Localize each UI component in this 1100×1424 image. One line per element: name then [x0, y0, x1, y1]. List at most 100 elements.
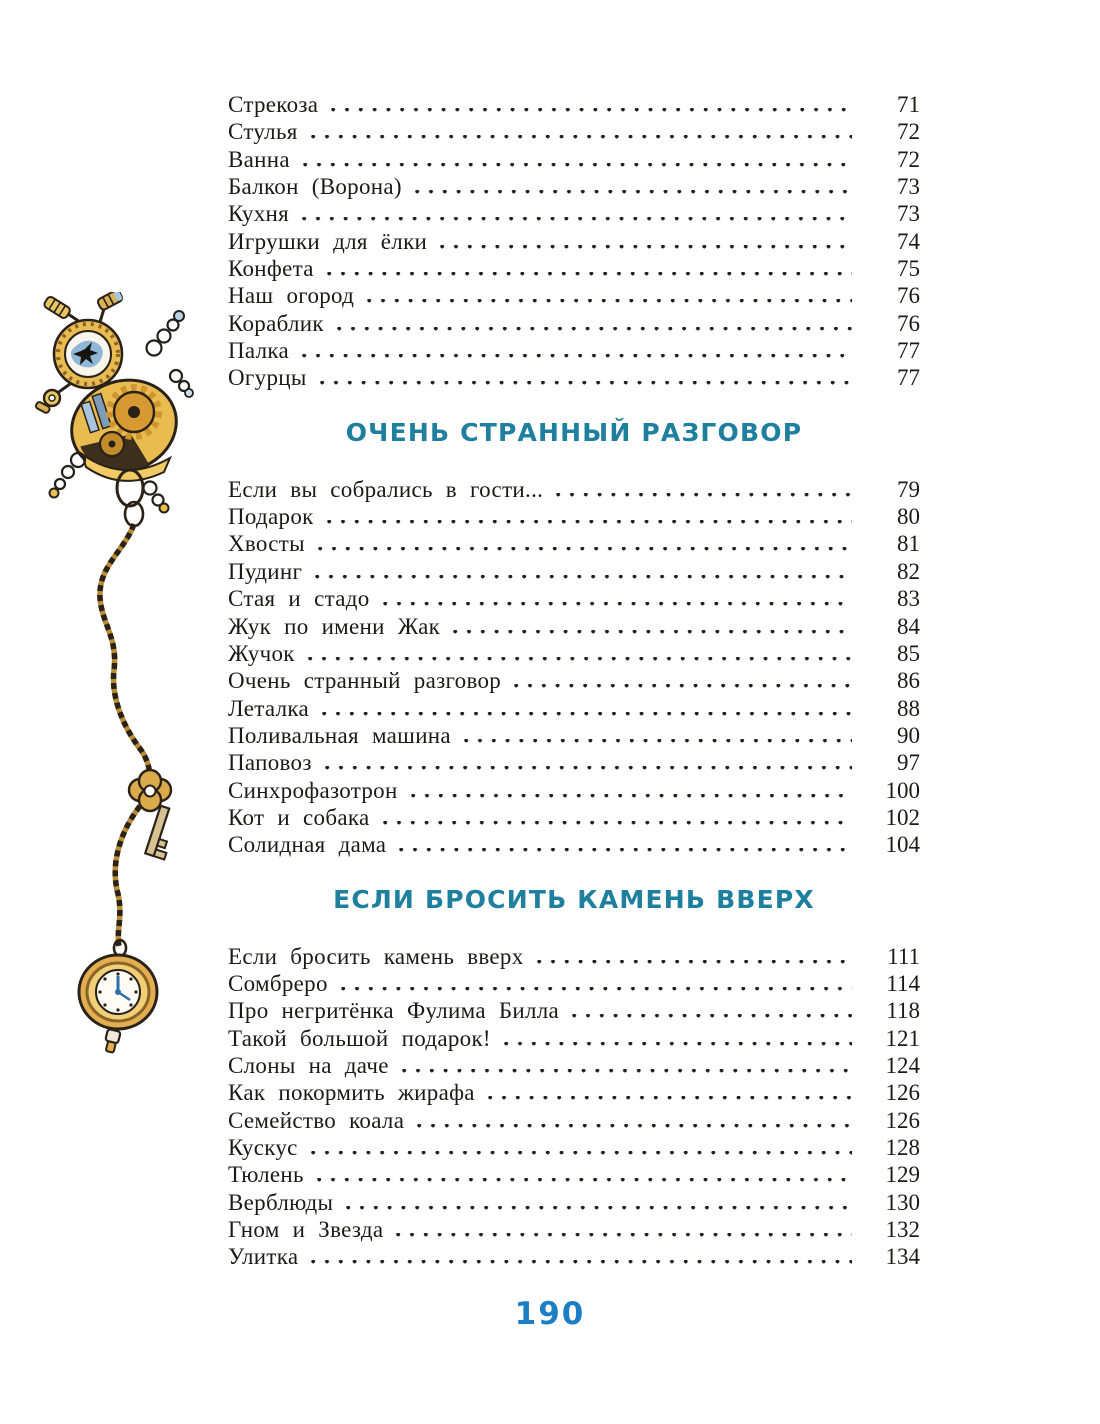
dot-leader — [367, 299, 852, 304]
toc-entry: Ванна 72 — [228, 147, 920, 174]
toc-entry-page: 85 — [897, 640, 920, 666]
toc-entry-title: Улитка — [228, 1244, 299, 1270]
toc-entry-page: 74 — [897, 228, 920, 254]
watch-chain-lower — [112, 804, 143, 947]
toc-entry-title: Такой большой подарок! — [228, 1025, 491, 1051]
toc-entry-title: Стая и стадо — [228, 586, 370, 612]
clockwork-creature — [34, 292, 194, 528]
toc-entry-title: Поливальная машина — [228, 722, 451, 748]
toc-entry-title: Очень странный разговор — [228, 668, 502, 694]
toc-entry-page: 81 — [897, 531, 920, 557]
dot-leader — [324, 766, 852, 771]
toc-entry: Слоны на даче 124 — [228, 1053, 920, 1080]
toc-entry: Если вы собрались в гости... 79 — [228, 477, 920, 504]
dot-leader — [311, 1260, 852, 1265]
page-number: 190 — [514, 1296, 586, 1332]
toc-entry: Очень странный разговор 86 — [228, 668, 920, 695]
toc-entry-page: 102 — [885, 804, 921, 830]
toc-entry: Семейство коала 126 — [228, 1108, 920, 1135]
toc-entry: Паповоз 97 — [228, 750, 920, 777]
dot-leader — [382, 602, 852, 607]
section-heading-text: ЕСЛИ БРОСИТЬ КАМЕНЬ ВВЕРХ — [333, 884, 815, 914]
dot-leader — [302, 162, 852, 167]
pocket-watch — [77, 938, 159, 1054]
toc-entry-page: 75 — [897, 256, 920, 282]
dot-leader — [487, 1096, 852, 1101]
toc-entry: Улитка 134 — [228, 1244, 920, 1271]
toc-entry: Леталка 88 — [228, 696, 920, 723]
toc-entry-page: 84 — [897, 613, 920, 639]
toc-entry-page: 97 — [897, 750, 920, 776]
toc-entry-page: 88 — [897, 695, 920, 721]
toc-entry: Игрушки для ёлки 74 — [228, 229, 920, 256]
dot-leader — [316, 1178, 852, 1183]
toc-entry: Жучок 85 — [228, 641, 920, 668]
toc-entry-title: Гном и Звезда — [228, 1217, 384, 1243]
toc-entry: Стрекоза 71 — [228, 92, 920, 119]
toc-entry-page: 82 — [897, 558, 920, 584]
toc-entry: Пудинг 82 — [228, 559, 920, 586]
toc-entry-page: 83 — [897, 586, 920, 612]
toc-entry: Поливальная машина 90 — [228, 723, 920, 750]
toc-entry: Если бросить камень вверх 111 — [228, 944, 920, 971]
toc-entry: Кухня 73 — [228, 201, 920, 228]
toc-entry-title: Наш огород — [228, 283, 355, 309]
toc-entry-page: 126 — [885, 1080, 921, 1106]
toc-entry-page: 118 — [886, 998, 920, 1024]
toc-entry-title: Кухня — [228, 201, 289, 227]
dot-leader — [382, 820, 852, 825]
toc-entry-page: 129 — [885, 1162, 921, 1188]
toc-entry-title: Ванна — [228, 146, 290, 172]
dot-leader — [417, 1123, 852, 1128]
toc: Стрекоза 71 Стулья 72 Ванна 72 Балкон (В… — [228, 92, 920, 1272]
toc-entry: Такой большой подарок! 121 — [228, 1026, 920, 1053]
toc-entry-title: Жук по имени Жак — [228, 613, 441, 639]
toc-entry-page: 77 — [897, 365, 920, 391]
section-heading: ЕСЛИ БРОСИТЬ КАМЕНЬ ВВЕРХ — [228, 884, 920, 916]
dot-leader — [326, 272, 852, 277]
toc-entry-title: Стулья — [228, 119, 298, 145]
dot-leader — [326, 520, 852, 525]
toc-entry-title: Кот и собака — [228, 804, 370, 830]
toc-entry-page: 86 — [897, 668, 920, 694]
dot-leader — [401, 1068, 852, 1073]
toc-entry-page: 100 — [885, 777, 921, 803]
dot-leader — [340, 986, 852, 991]
toc-entry-title: Как покормить жирафа — [228, 1080, 475, 1106]
toc-entry: Кораблик 76 — [228, 311, 920, 338]
toc-entry-page: 80 — [897, 504, 920, 530]
dot-leader — [414, 190, 852, 195]
toc-entry-page: 124 — [885, 1052, 921, 1078]
toc-entry: Огурцы 77 — [228, 365, 920, 392]
dot-leader — [399, 848, 852, 853]
toc-entry: Палка 77 — [228, 338, 920, 365]
toc-entry-title: Хвосты — [228, 531, 305, 557]
dot-leader — [302, 354, 852, 359]
dot-leader — [556, 492, 852, 497]
toc-entry: Синхрофазотрон 100 — [228, 778, 920, 805]
dot-leader — [396, 1233, 852, 1238]
toc-entry-page: 132 — [885, 1217, 921, 1243]
toc-entry-page: 73 — [897, 174, 920, 200]
toc-entry-title: Кускус — [228, 1135, 298, 1160]
toc-entry-title: Паповоз — [228, 750, 312, 776]
dot-leader — [331, 108, 852, 112]
dot-leader — [319, 381, 852, 386]
toc-entry-title: Подарок — [228, 504, 314, 530]
toc-entry-title: Огурцы — [228, 365, 307, 391]
toc-entry: Солидная дама 104 — [228, 832, 920, 859]
dot-leader — [317, 547, 852, 552]
toc-entry-page: 126 — [885, 1107, 921, 1133]
dot-leader — [302, 217, 852, 222]
toc-entry-page: 73 — [897, 201, 920, 227]
dot-leader — [336, 326, 852, 331]
toc-entry-title: Солидная дама — [228, 832, 387, 858]
dot-leader — [503, 1041, 852, 1046]
toc-entry: Кот и собака 102 — [228, 805, 920, 832]
dot-leader — [315, 574, 852, 579]
toc-entry: Верблюды 130 — [228, 1190, 920, 1217]
toc-entry-title: Леталка — [228, 695, 310, 721]
dot-leader — [322, 711, 852, 716]
toc-entry: Жук по имени Жак 84 — [228, 614, 920, 641]
